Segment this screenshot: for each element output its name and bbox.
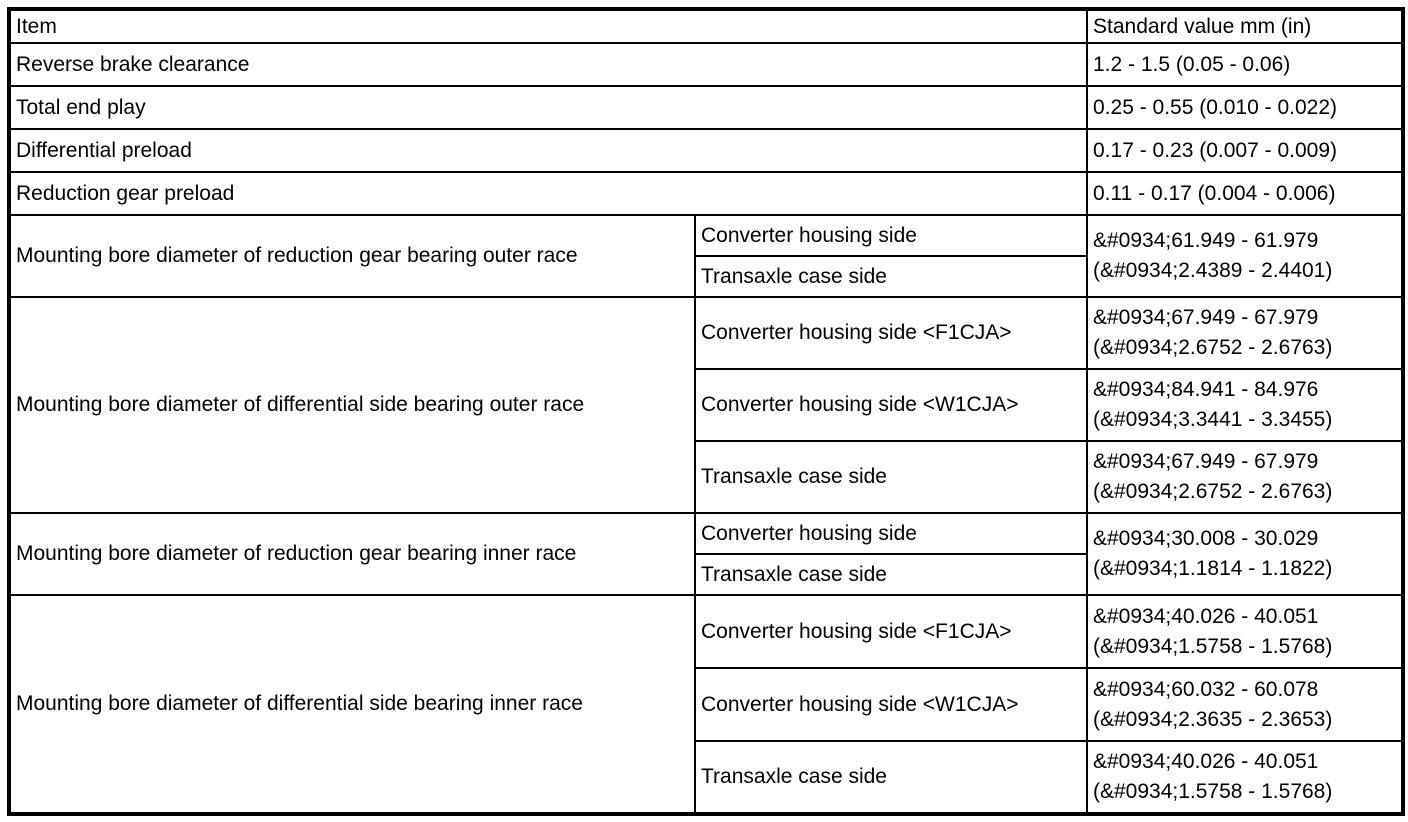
item-cell: Reduction gear preload: [8, 171, 1088, 216]
side-cell: Transaxle case side: [694, 440, 1088, 514]
table-row: Mounting bore diameter of differential s…: [8, 296, 1404, 514]
table-row: Mounting bore diameter of reduction gear…: [8, 512, 1404, 596]
side-cell: Transaxle case side: [694, 740, 1088, 815]
side-cell: Converter housing side: [694, 214, 1088, 257]
table-row: Total end play 0.25 - 0.55 (0.010 - 0.022…: [8, 85, 1404, 130]
table-row: Mounting bore diameter of reduction gear…: [8, 214, 1404, 298]
value-cell: &#0934;40.026 - 40.051 (&#0934;1.5758 - …: [1086, 740, 1404, 815]
value-cell: 0.17 - 0.23 (0.007 - 0.009): [1086, 128, 1404, 173]
item-column-header: Item: [8, 8, 1088, 44]
side-cell: Converter housing side <F1CJA>: [694, 594, 1088, 669]
table-row: Transaxle case side: [9, 255, 1403, 298]
item-cell: Mounting bore diameter of reduction gear…: [8, 512, 696, 596]
side-cell: Converter housing side <W1CJA>: [694, 667, 1088, 742]
side-cell: Transaxle case side: [694, 255, 1088, 298]
side-cell: Converter housing side <W1CJA>: [694, 368, 1088, 442]
value-cell: &#0934;84.941 - 84.976 (&#0934;3.3441 - …: [1086, 368, 1404, 442]
value-cell: 0.25 - 0.55 (0.010 - 0.022): [1086, 85, 1404, 130]
value-cell: &#0934;40.026 - 40.051 (&#0934;1.5758 - …: [1086, 594, 1404, 669]
side-cell: Converter housing side <F1CJA>: [694, 296, 1088, 370]
table-row: Mounting bore diameter of differential s…: [8, 594, 1404, 815]
item-cell: Mounting bore diameter of differential s…: [8, 296, 696, 514]
table-row: Transaxle case side &#0934;67.949 - 67.97…: [9, 440, 1404, 514]
table-row: Differential preload 0.17 - 0.23 (0.007 -…: [8, 128, 1404, 173]
spec-table-body: Reverse brake clearance 1.2 - 1.5 (0.05 -…: [8, 42, 1404, 815]
value-cell: &#0934;67.949 - 67.979 (&#0934;2.6752 - …: [1086, 296, 1404, 370]
value-cell: &#0934;67.949 - 67.979 (&#0934;2.6752 - …: [1086, 440, 1404, 514]
table-row: Converter housing side <W1CJA> &#0934;60.…: [9, 667, 1404, 742]
value-cell: &#0934;60.032 - 60.078 (&#0934;2.3635 - …: [1086, 667, 1404, 742]
table-row: Reverse brake clearance 1.2 - 1.5 (0.05 -…: [8, 42, 1404, 87]
header-row: Item Standard value mm (in): [8, 8, 1404, 44]
table-row: Converter housing side <W1CJA> &#0934;84.…: [9, 368, 1404, 442]
side-cell: Converter housing side: [694, 512, 1088, 555]
table-row: Transaxle case side &#0934;40.026 - 40.05…: [9, 740, 1404, 815]
value-cell: 0.11 - 0.17 (0.004 - 0.006): [1086, 171, 1404, 216]
value-cell: 1.2 - 1.5 (0.05 - 0.06): [1086, 42, 1404, 87]
item-cell: Reverse brake clearance: [8, 42, 1088, 87]
spec-table: Item Standard value mm (in) Reverse brak…: [7, 7, 1405, 816]
table-row: Reduction gear preload 0.11 - 0.17 (0.004…: [8, 171, 1404, 216]
standard-value-column-header: Standard value mm (in): [1086, 8, 1404, 44]
item-cell: Differential preload: [8, 128, 1088, 173]
item-cell: Mounting bore diameter of differential s…: [8, 594, 696, 815]
side-cell: Transaxle case side: [694, 553, 1088, 596]
item-cell: Total end play: [8, 85, 1088, 130]
spec-table-header: Item Standard value mm (in): [8, 8, 1404, 44]
value-cell: &#0934;61.949 - 61.979 (&#0934;2.4389 - …: [1086, 214, 1404, 298]
value-cell: &#0934;30.008 - 30.029 (&#0934;1.1814 - …: [1086, 512, 1404, 596]
table-row: Transaxle case side: [9, 553, 1403, 596]
item-cell: Mounting bore diameter of reduction gear…: [8, 214, 696, 298]
